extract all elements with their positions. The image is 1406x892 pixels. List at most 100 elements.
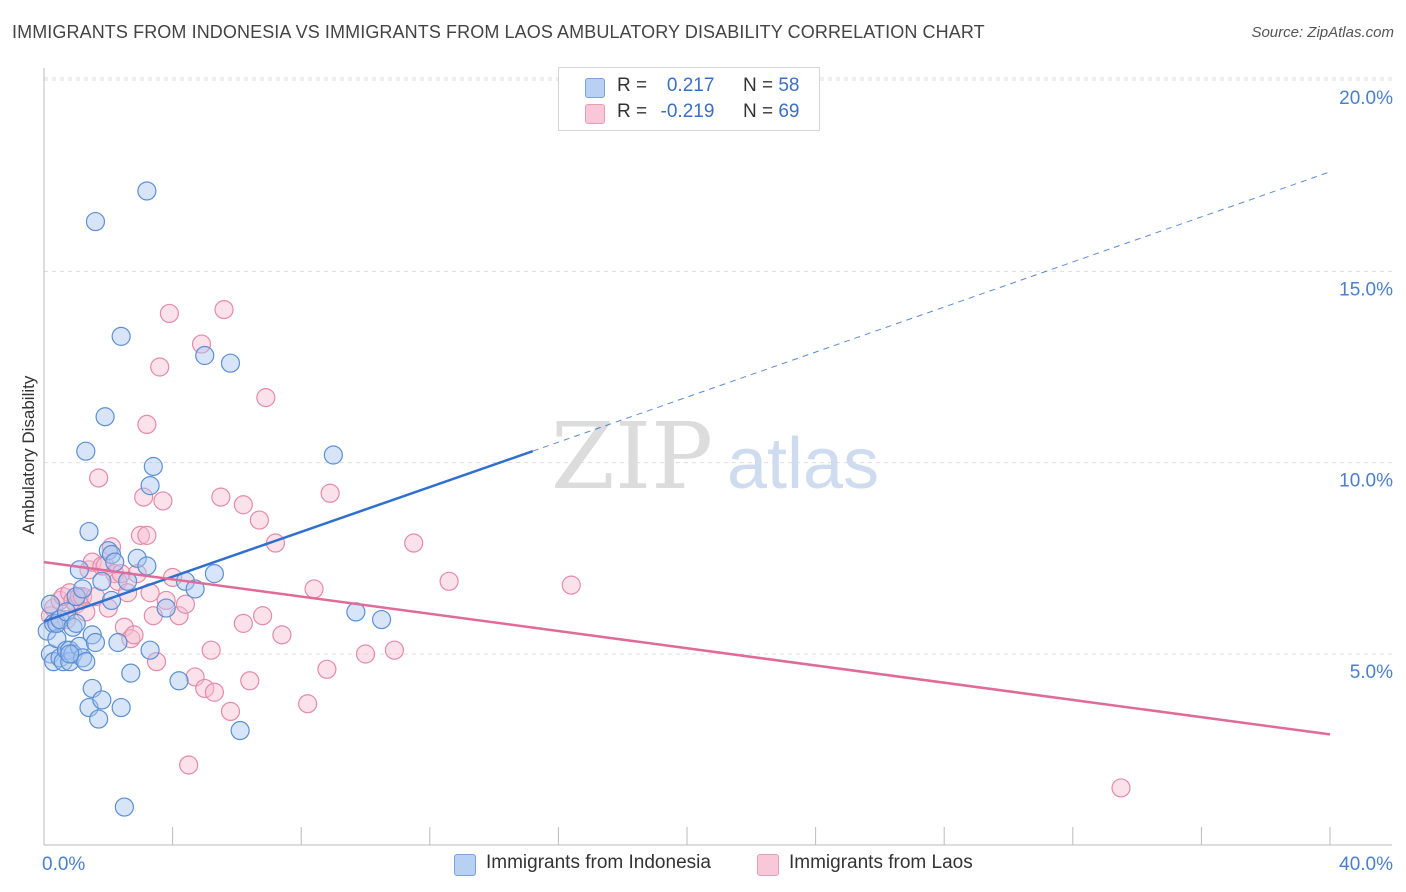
indonesia-n-value: 58 — [778, 75, 800, 96]
laos-point — [355, 644, 376, 664]
laos-point — [150, 357, 170, 377]
indonesia-point — [92, 690, 112, 710]
y-tick-label: 20.0% — [1339, 88, 1393, 109]
laos-point — [304, 579, 324, 599]
grid-layer — [44, 77, 1392, 655]
indonesia-point — [143, 456, 163, 477]
indonesia-legend-swatch — [454, 854, 476, 876]
laos-point — [89, 468, 109, 488]
indonesia-n-label: N = — [742, 75, 774, 96]
indonesia-point — [85, 632, 106, 653]
indonesia-point — [230, 720, 250, 741]
laos-point — [233, 613, 253, 633]
laos-point — [175, 594, 196, 614]
indonesia-point — [111, 326, 131, 346]
laos-point — [159, 303, 179, 324]
laos-point — [233, 495, 253, 515]
laos-point — [561, 575, 581, 595]
watermark-atlas: atlas — [727, 424, 879, 504]
laos-point — [137, 414, 157, 434]
laos-point — [146, 652, 167, 672]
indonesia-r-value: 0.217 — [666, 75, 715, 96]
y-axis-label: Ambulatory Disability — [19, 375, 38, 534]
laos-point — [384, 640, 405, 660]
indonesia-point — [89, 709, 109, 729]
indonesia-point — [140, 640, 160, 660]
indonesia-point — [72, 579, 93, 599]
laos-point — [191, 334, 212, 354]
indonesia-point — [85, 211, 106, 232]
laos-point — [272, 625, 292, 645]
indonesia-point — [185, 579, 205, 599]
indonesia-point — [121, 663, 141, 683]
laos-point — [204, 682, 224, 702]
indonesia-point — [204, 564, 224, 584]
axes-layer — [43, 68, 1392, 846]
y-tick-label: 15.0% — [1339, 279, 1393, 300]
laos-point — [439, 571, 459, 591]
laos-point — [240, 671, 260, 691]
laos-swatch — [585, 104, 605, 124]
laos-point — [214, 300, 234, 320]
laos-point — [253, 606, 273, 626]
indonesia-point — [76, 441, 96, 461]
laos-points — [40, 300, 1131, 798]
watermark-zip: ZIP — [551, 403, 713, 510]
indonesia-point — [111, 697, 131, 718]
chart-title: IMMIGRANTS FROM INDONESIA VS IMMIGRANTS … — [12, 22, 985, 42]
correlation-legend: R = 0.217 N = 58 R = -0.219 N = 69 — [558, 67, 820, 131]
indonesia-points — [37, 181, 392, 817]
indonesia-point — [169, 671, 189, 691]
trend-layer — [43, 171, 1331, 736]
laos-point — [179, 755, 199, 775]
laos-point — [124, 625, 144, 645]
indonesia-swatch — [585, 78, 605, 98]
indonesia-point — [66, 586, 86, 607]
x-tick-label-max: 40.0% — [1339, 854, 1393, 875]
laos-n-value: 69 — [778, 101, 800, 122]
laos-point — [201, 640, 221, 660]
indonesia-point — [95, 407, 115, 427]
laos-point — [134, 487, 154, 507]
indonesia-point — [40, 594, 61, 614]
series-legend: Immigrants from Indonesia Immigrants fro… — [0, 852, 1406, 878]
laos-point — [298, 694, 318, 714]
laos-n-label: N = — [742, 101, 774, 122]
indonesia-point — [108, 632, 128, 653]
laos-point — [1111, 778, 1131, 798]
laos-point — [317, 659, 337, 679]
laos-point — [211, 487, 231, 507]
indonesia-trend-extension — [532, 171, 1331, 452]
laos-r-value: -0.219 — [660, 101, 715, 122]
indonesia-point — [114, 797, 134, 817]
laos-legend-label: Immigrants from Laos — [789, 852, 973, 873]
y-tick-label: 10.0% — [1339, 471, 1393, 492]
laos-point — [153, 491, 173, 511]
indonesia-point — [220, 353, 241, 373]
laos-point — [249, 510, 270, 530]
indonesia-point — [60, 644, 80, 664]
laos-legend-swatch — [757, 854, 779, 876]
laos-point — [195, 678, 215, 699]
laos-point — [137, 525, 157, 545]
indonesia-point — [137, 556, 157, 576]
indonesia-point — [323, 445, 343, 465]
indonesia-point — [140, 476, 160, 496]
indonesia-point — [137, 181, 157, 201]
indonesia-point — [105, 552, 125, 572]
laos-trend-line — [43, 560, 1331, 736]
laos-point — [256, 388, 276, 408]
laos-point — [220, 701, 241, 722]
indonesia-point — [195, 345, 215, 366]
indonesia-point — [66, 613, 86, 633]
indonesia-trend-line — [43, 450, 534, 623]
indonesia-point — [92, 571, 112, 591]
indonesia-point — [69, 560, 89, 580]
indonesia-point — [53, 652, 73, 672]
watermark: ZIP atlas — [551, 403, 879, 510]
tick-labels: 5.0% 10.0% 15.0% 20.0% 0.0% 40.0% — [42, 88, 1393, 875]
indonesia-r-label: R = — [617, 75, 648, 96]
indonesia-point — [371, 609, 392, 630]
indonesia-point — [76, 652, 96, 672]
